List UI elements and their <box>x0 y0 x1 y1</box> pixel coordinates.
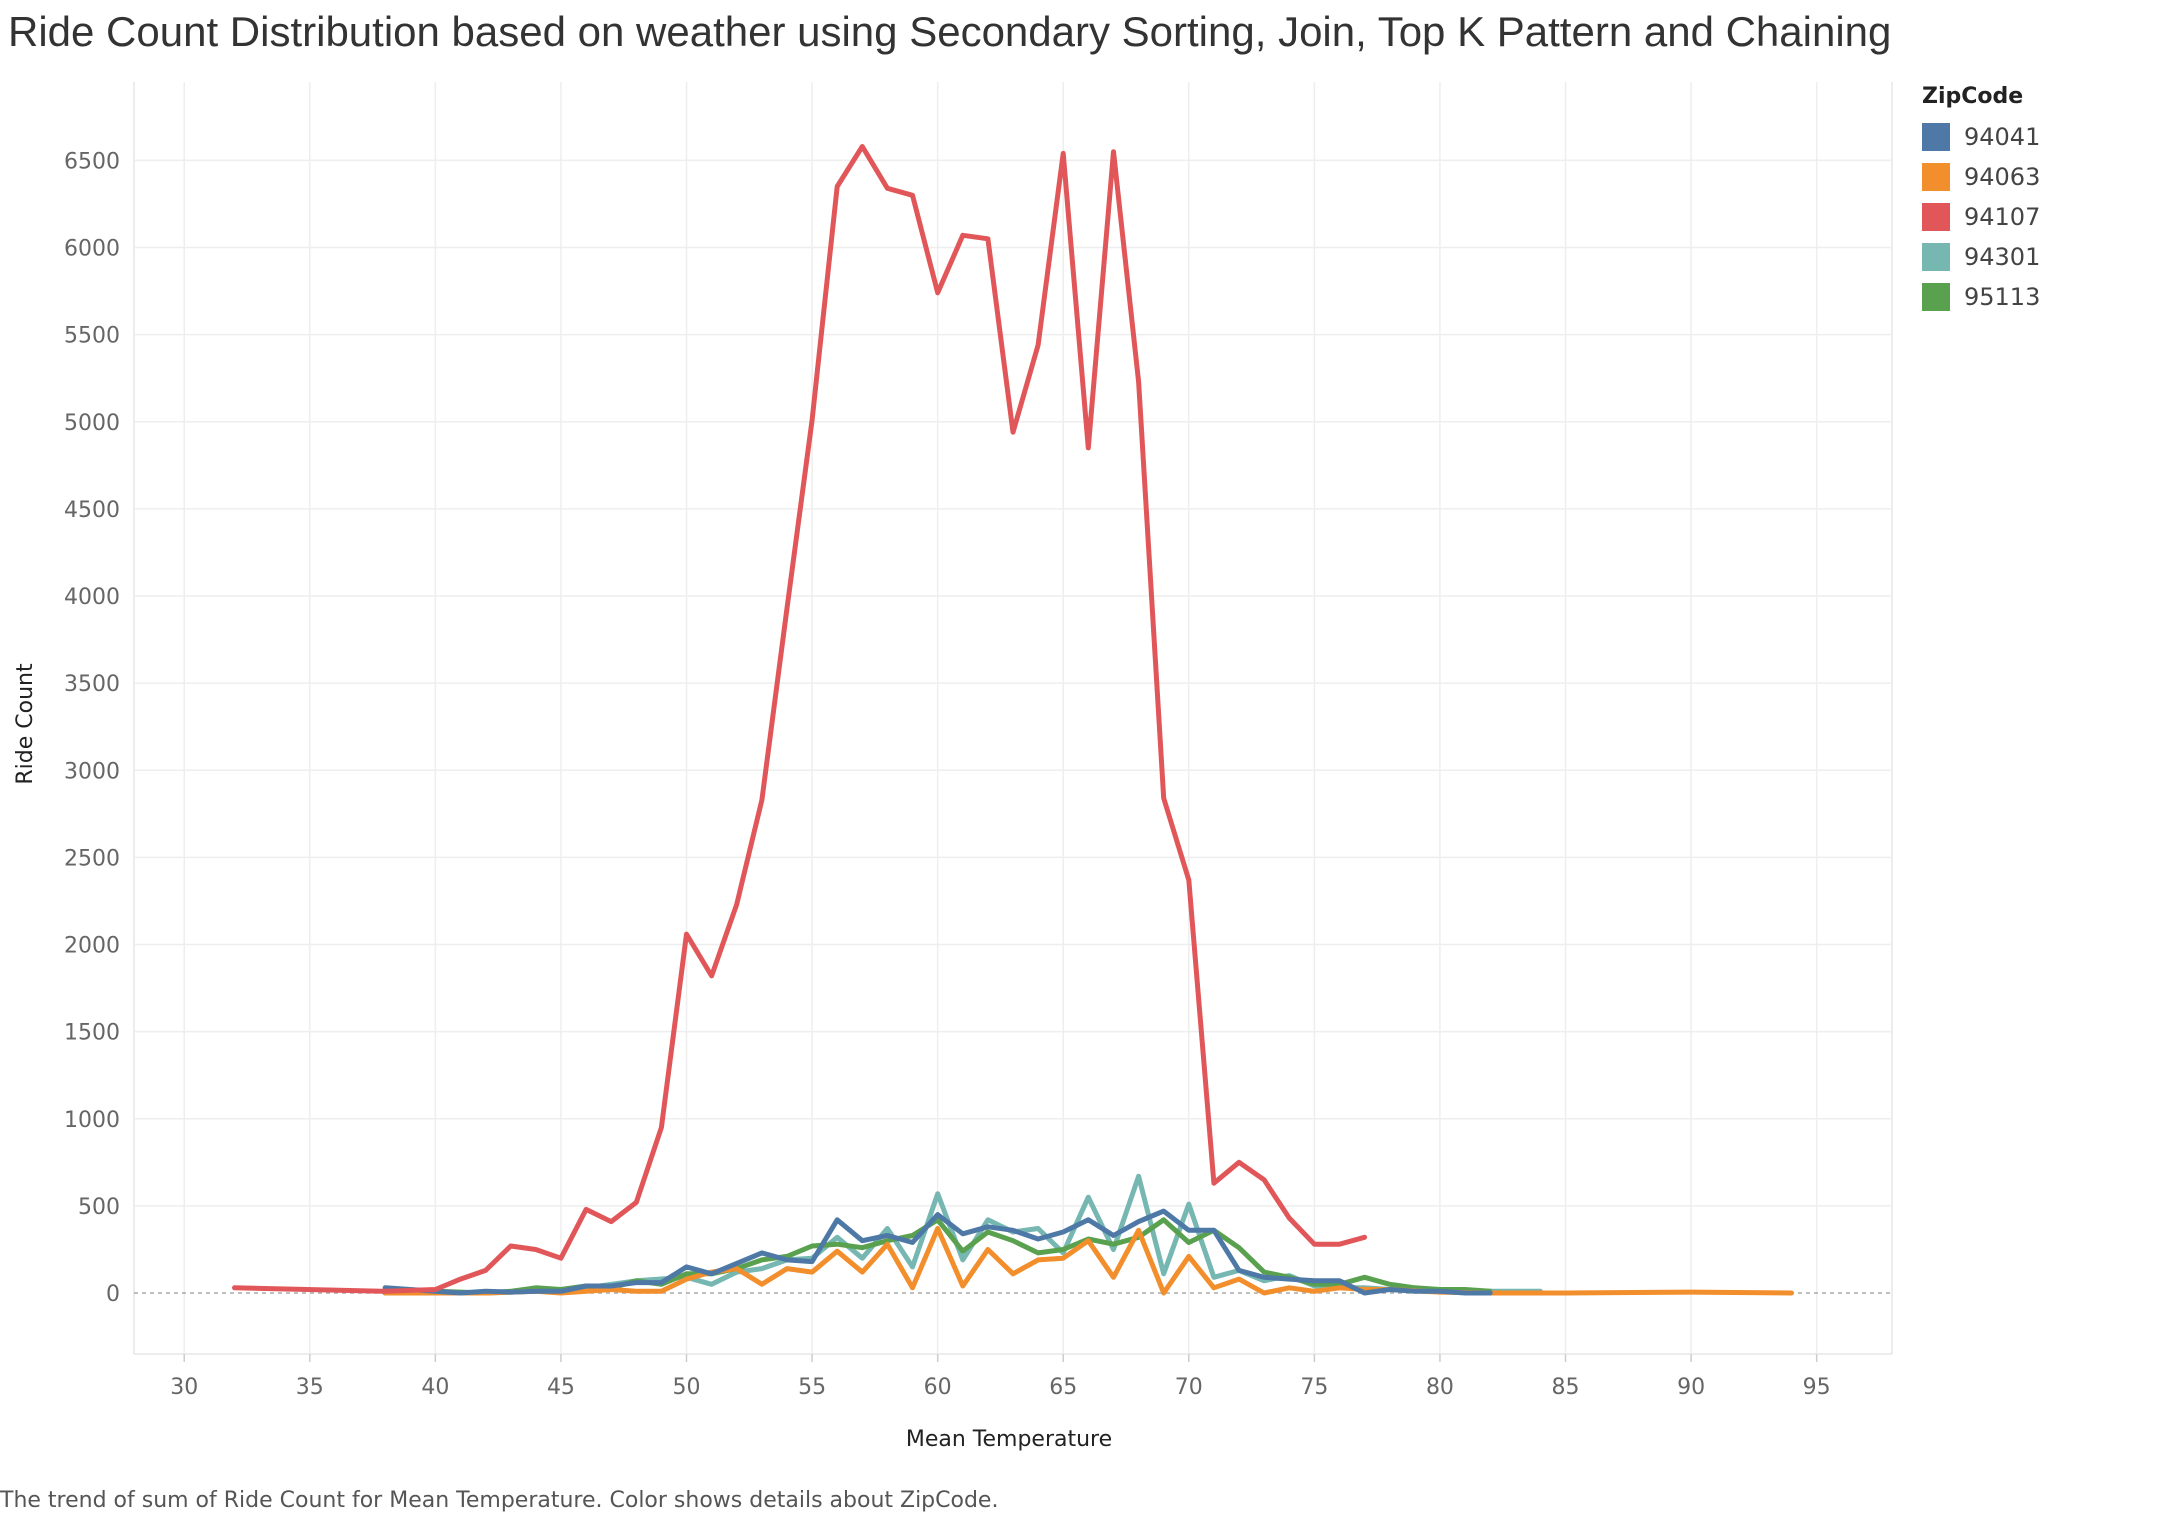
x-tick-label: 45 <box>547 1375 575 1400</box>
chart-title: Ride Count Distribution based on weather… <box>8 8 1892 55</box>
y-tick-label: 3000 <box>64 759 120 784</box>
x-axis-title: Mean Temperature <box>906 1427 1112 1452</box>
legend-label: 94107 <box>1964 203 2041 231</box>
x-tick-label: 85 <box>1552 1375 1580 1400</box>
y-tick-label: 2000 <box>64 934 120 959</box>
legend-swatch <box>1922 163 1950 191</box>
legend: ZipCode 94041 94063 94107 94301 95113 <box>1922 84 2040 317</box>
x-tick-label: 30 <box>170 1375 198 1400</box>
series-line-94063 <box>382 1226 1794 1296</box>
legend-swatch <box>1922 123 1950 151</box>
y-tick-label: 0 <box>106 1282 120 1307</box>
legend-swatch <box>1922 243 1950 271</box>
x-tick-label: 40 <box>421 1375 449 1400</box>
y-tick-label: 6500 <box>64 149 120 174</box>
x-tick-label: 60 <box>924 1375 952 1400</box>
y-tick-label: 5000 <box>64 411 120 436</box>
y-tick-label: 6000 <box>64 237 120 262</box>
y-tick-label: 4500 <box>64 498 120 523</box>
x-tick-label: 70 <box>1175 1375 1203 1400</box>
x-tick-label: 55 <box>798 1375 826 1400</box>
legend-item-95113[interactable]: 95113 <box>1922 277 2040 317</box>
legend-swatch <box>1922 203 1950 231</box>
x-tick-label: 65 <box>1049 1375 1077 1400</box>
legend-swatch <box>1922 283 1950 311</box>
legend-label: 94301 <box>1964 243 2041 271</box>
legend-item-94041[interactable]: 94041 <box>1922 117 2040 157</box>
y-tick-label: 2500 <box>64 846 120 871</box>
x-tick-label: 80 <box>1426 1375 1454 1400</box>
legend-label: 95113 <box>1964 283 2041 311</box>
legend-item-94107[interactable]: 94107 <box>1922 197 2040 237</box>
series-layer <box>232 144 1794 1296</box>
series-line-94041 <box>382 1208 1493 1296</box>
legend-label: 94063 <box>1964 163 2041 191</box>
chart-caption: The trend of sum of Ride Count for Mean … <box>0 1488 999 1513</box>
legend-items: 94041 94063 94107 94301 95113 <box>1922 117 2040 317</box>
y-tick-label: 4000 <box>64 585 120 610</box>
legend-item-94063[interactable]: 94063 <box>1922 157 2040 197</box>
y-tick-label: 3500 <box>64 672 120 697</box>
y-tick-label: 1000 <box>64 1108 120 1133</box>
x-tick-label: 50 <box>673 1375 701 1400</box>
series-line-94107 <box>232 144 1368 1294</box>
y-tick-label: 1500 <box>64 1021 120 1046</box>
y-tick-label: 5500 <box>64 324 120 349</box>
legend-item-94301[interactable]: 94301 <box>1922 237 2040 277</box>
legend-title: ZipCode <box>1922 84 2024 109</box>
y-axis-title: Ride Count <box>13 663 38 785</box>
tick-layer: 30 35 40 45 50 55 60 65 70 75 80 85 90 95 0 500 1000 1500… <box>64 149 1831 1400</box>
y-tick-label: 500 <box>78 1195 120 1220</box>
grid-layer <box>133 82 1893 1355</box>
legend-label: 94041 <box>1964 123 2041 151</box>
x-tick-label: 95 <box>1803 1375 1831 1400</box>
x-tick-label: 90 <box>1677 1375 1705 1400</box>
x-tick-label: 75 <box>1300 1375 1328 1400</box>
x-tick-label: 35 <box>296 1375 324 1400</box>
